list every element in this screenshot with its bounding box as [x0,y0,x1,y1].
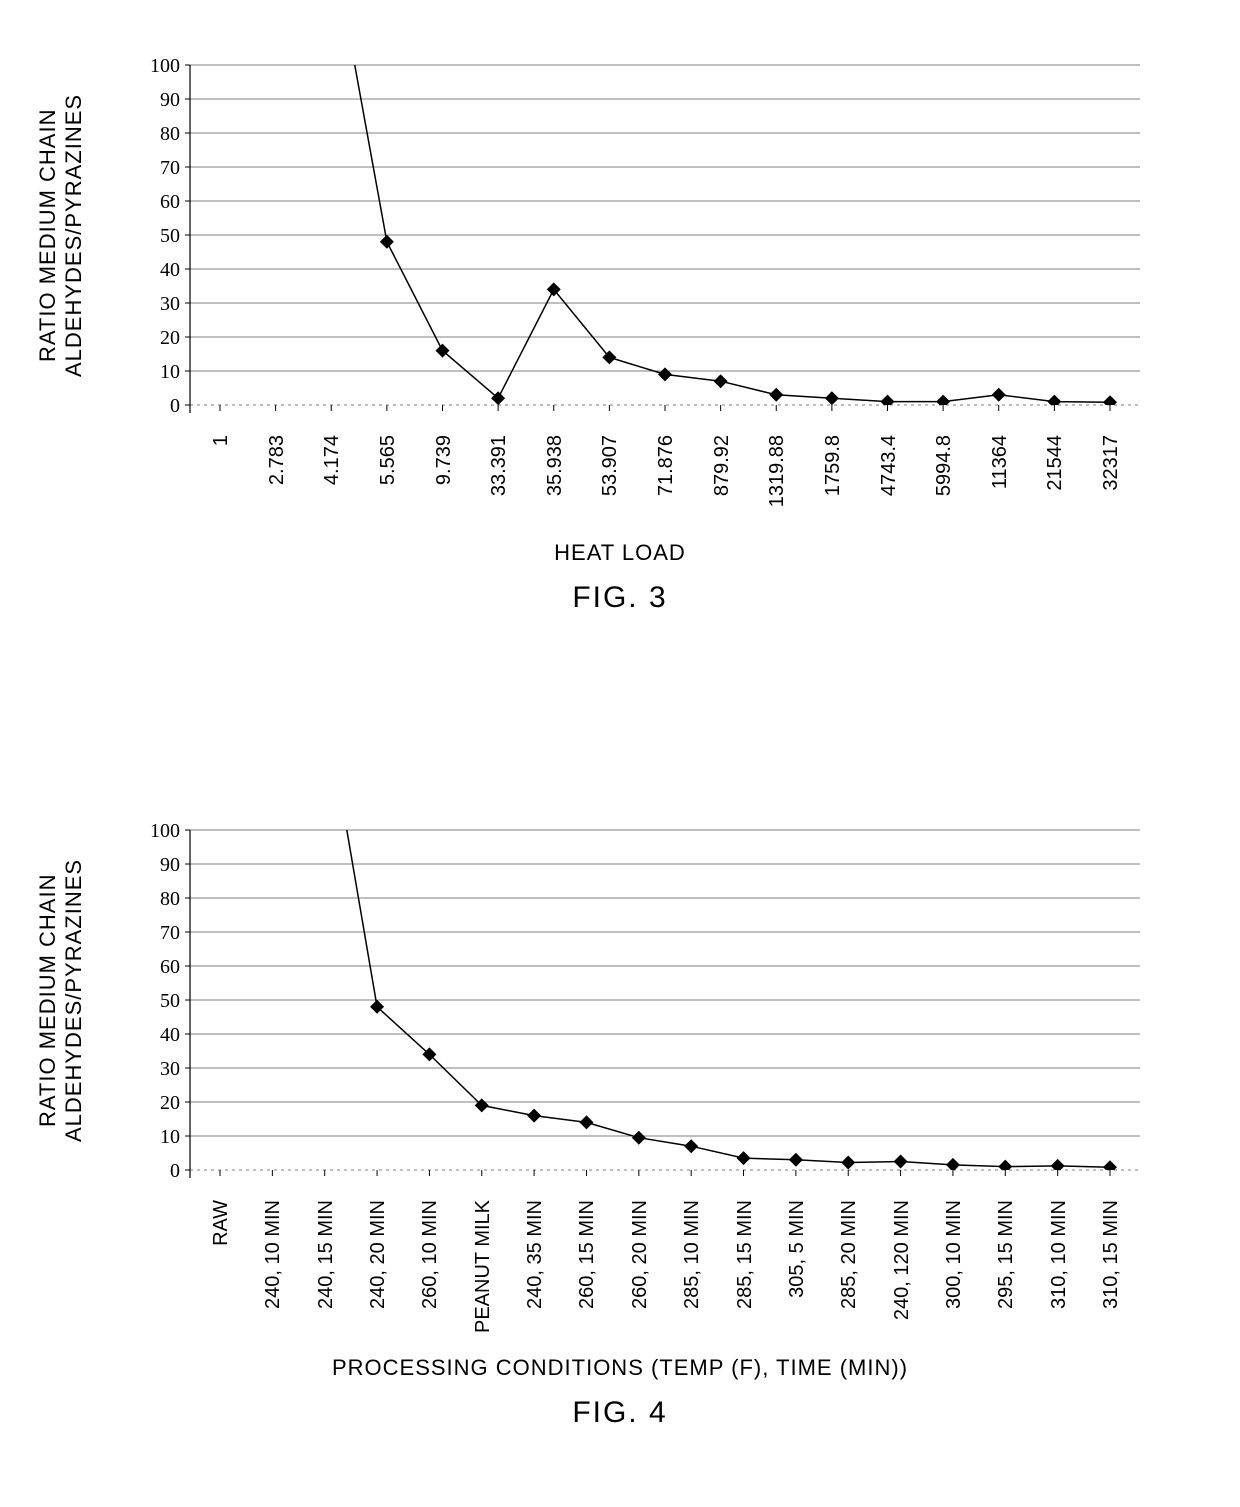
data-marker [684,1139,698,1153]
y-tick-label: 10 [160,361,180,383]
x-tick-label: 260, 15 MIN [576,1200,599,1309]
data-marker [789,1153,803,1167]
data-marker [737,1151,751,1165]
data-marker [841,1156,855,1170]
y-tick-label: 30 [160,1058,180,1080]
y-tick-label: 10 [160,1126,180,1148]
chart-fig3: RATIO MEDIUM CHAIN ALDEHYDES/PYRAZINES 0… [45,40,1195,615]
data-marker [658,367,672,381]
x-tick-label: 53.907 [599,435,622,496]
y-tick-label: 100 [150,55,180,77]
chart-fig4: RATIO MEDIUM CHAIN ALDEHYDES/PYRAZINES 0… [45,805,1195,1430]
chart1-xlabel: HEAT LOAD [45,540,1195,566]
y-tick-label: 20 [160,327,180,349]
x-tick-label: 35.938 [544,435,567,496]
x-tick-label: 240, 20 MIN [367,1200,390,1309]
x-tick-label: 5994.8 [933,435,956,496]
y-tick-label: 90 [160,89,180,111]
x-tick-label: 1759.8 [822,435,845,496]
x-tick-label: 240, 10 MIN [262,1200,285,1309]
chart2-plot-area: RATIO MEDIUM CHAIN ALDEHYDES/PYRAZINES 0… [45,805,1165,1195]
y-tick-label: 40 [160,259,180,281]
y-tick-label: 60 [160,191,180,213]
x-tick-label: 11364 [989,435,1012,489]
chart2-title: FIG. 4 [45,1396,1195,1430]
y-tick-label: 70 [160,157,180,179]
y-tick-label: 0 [170,395,180,417]
y-tick-label: 40 [160,1024,180,1046]
x-tick-label: 4.174 [321,435,344,485]
data-marker [579,1115,593,1129]
x-tick-label: 879.92 [711,435,734,496]
x-tick-label: 71.876 [655,435,678,496]
x-tick-label: 240, 15 MIN [315,1200,338,1309]
x-tick-label: RAW [210,1200,233,1246]
data-marker [992,388,1006,402]
x-tick-label: 21544 [1044,435,1067,491]
y-tick-label: 80 [160,123,180,145]
x-tick-label: 33.391 [488,435,511,496]
x-tick-label: 4743.4 [878,435,901,496]
x-tick-label: 305, 5 MIN [786,1200,809,1298]
y-tick-label: 50 [160,990,180,1012]
data-marker [527,1109,541,1123]
chart1-ylabel: RATIO MEDIUM CHAIN ALDEHYDES/PYRAZINES [35,50,87,420]
data-line [335,805,1110,1167]
x-tick-label: 260, 20 MIN [629,1200,652,1309]
y-tick-label: 60 [160,956,180,978]
data-marker [714,374,728,388]
y-tick-label: 0 [170,1160,180,1182]
chart1-svg: 0 10 20 30 40 50 60 70 80 90 100 [45,40,1165,430]
x-tick-label: 240, 120 MIN [891,1200,914,1320]
y-tick-label: 70 [160,922,180,944]
x-tick-label: 300, 10 MIN [943,1200,966,1309]
x-tick-label: 32317 [1100,435,1123,491]
y-tick-label: 100 [150,820,180,842]
chart2-xlabels: RAW 240, 10 MIN 240, 15 MIN 240, 20 MIN 260,… [45,1195,1165,1345]
x-tick-label: 240, 35 MIN [524,1200,547,1309]
chart1-xlabels: 1 2.783 4.174 5.565 9.739 33.391 35.938 53.907 7… [45,430,1165,530]
x-tick-label: 2.783 [266,435,289,485]
data-marker [380,235,394,249]
chart1-plot-area: RATIO MEDIUM CHAIN ALDEHYDES/PYRAZINES 0… [45,40,1165,430]
x-tick-label: PEANUT MILK [472,1200,495,1333]
y-tick-label: 50 [160,225,180,247]
x-tick-label: 1319.88 [766,435,789,507]
x-tick-label: 285, 10 MIN [681,1200,704,1309]
chart2-ylabel: RATIO MEDIUM CHAIN ALDEHYDES/PYRAZINES [35,815,87,1185]
y-tick-label: 20 [160,1092,180,1114]
x-tick-label: 260, 10 MIN [419,1200,442,1309]
x-tick-label: 1 [210,435,233,446]
chart2-svg: 0 10 20 30 40 50 60 70 80 90 100 [45,805,1165,1195]
data-marker [769,388,783,402]
data-marker [632,1131,646,1145]
y-tick-label: 90 [160,854,180,876]
y-tick-label: 80 [160,888,180,910]
chart2-xlabel: PROCESSING CONDITIONS (TEMP (F), TIME (M… [45,1355,1195,1381]
y-tick-label: 30 [160,293,180,315]
x-tick-label: 285, 15 MIN [734,1200,757,1309]
x-tick-label: 310, 10 MIN [1048,1200,1071,1309]
data-marker [825,391,839,405]
x-tick-label: 295, 15 MIN [995,1200,1018,1309]
x-tick-label: 285, 20 MIN [838,1200,861,1309]
data-marker [894,1155,908,1169]
x-tick-label: 9.739 [433,435,456,485]
data-line [342,40,1110,402]
chart1-title: FIG. 3 [45,581,1195,615]
x-tick-label: 5.565 [377,435,400,485]
x-tick-label: 310, 15 MIN [1100,1200,1123,1309]
